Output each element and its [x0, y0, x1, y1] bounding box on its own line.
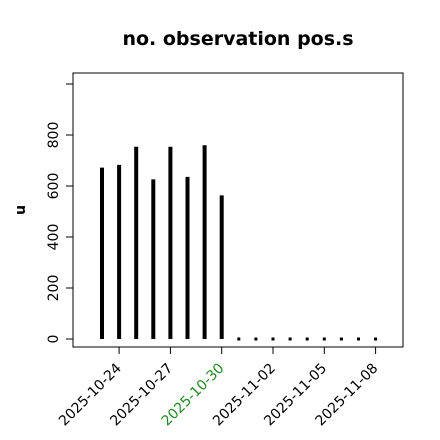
chart-title: no. observation pos.s — [122, 28, 353, 50]
bar — [339, 337, 343, 341]
y-tick-label: 0 — [46, 335, 62, 344]
y-axis: 0 200 400 600 800 — [46, 83, 74, 344]
bar — [357, 337, 360, 341]
y-tick-label: 600 — [46, 173, 62, 200]
x-axis: 2025-10-242025-10-272025-10-302025-11-02… — [56, 346, 381, 429]
plot-border — [72, 72, 404, 348]
y-tick-label: 400 — [46, 224, 62, 251]
bar — [254, 337, 258, 341]
bar — [271, 337, 275, 341]
bar — [288, 337, 292, 341]
y-tick-label: 800 — [46, 122, 62, 149]
bars — [100, 145, 378, 341]
bar — [237, 337, 241, 341]
bar — [322, 337, 326, 341]
bar — [305, 337, 309, 341]
y-tick-label: 200 — [46, 275, 62, 302]
y-axis-label: n — [13, 205, 29, 215]
bar — [374, 337, 378, 341]
